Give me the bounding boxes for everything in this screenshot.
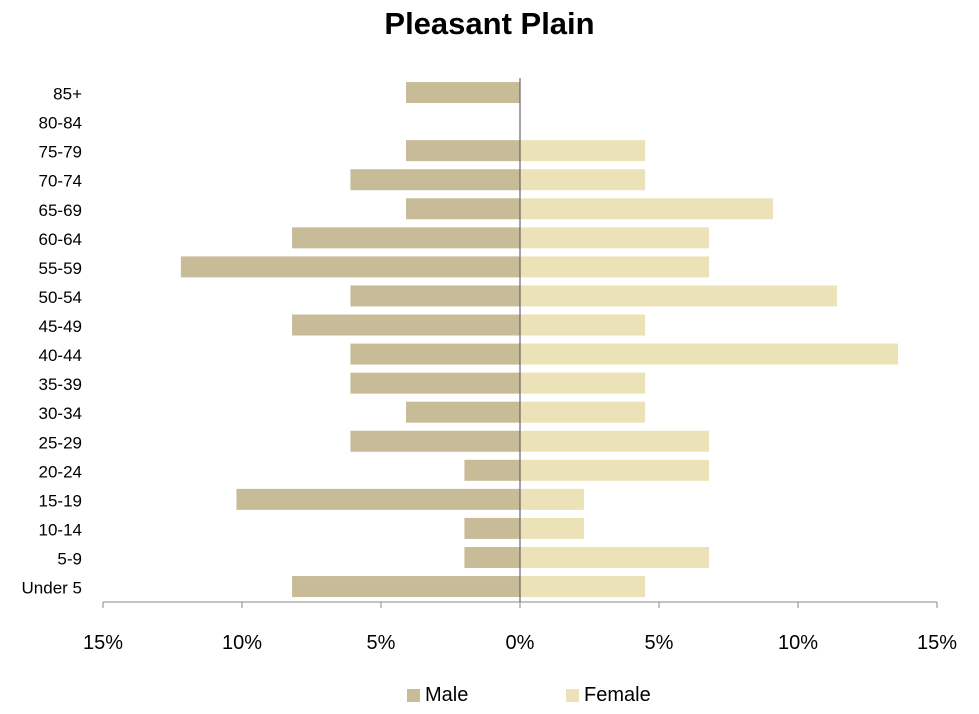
male-bar [350,169,520,191]
male-bar [350,430,520,452]
male-bar [350,285,520,307]
chart-title: Pleasant Plain [384,6,595,41]
legend-label-male: Male [425,684,469,706]
female-bar [520,488,584,510]
male-bar [464,517,520,539]
male-bar [292,576,520,598]
y-tick-label: 75-79 [39,143,82,162]
y-tick-label: 50-54 [39,288,82,307]
female-bar [520,372,646,394]
female-bar [520,430,710,452]
x-tick-label: 0% [506,632,535,654]
x-tick-label: 10% [222,632,262,654]
male-bar [464,459,520,481]
female-bar [520,343,899,365]
male-bar [464,546,520,568]
male-bar [406,401,520,423]
male-bar [406,82,520,104]
x-axis: 15% 10% 5% 0% 5% 10% 15% [83,601,957,654]
x-tick-label: 5% [367,632,396,654]
male-bar [406,140,520,162]
y-tick-label: 20-24 [39,462,82,481]
y-tick-label: 30-34 [39,404,82,423]
legend-item-female: Female [566,684,651,707]
y-tick-label: 5-9 [57,549,82,568]
y-tick-label: 65-69 [39,201,82,220]
female-bar [520,285,837,307]
male-bar [406,198,520,220]
y-tick-label: 25-29 [39,433,82,452]
x-tick-label: 10% [778,632,818,654]
legend-label-female: Female [584,684,651,706]
y-tick-label: 40-44 [39,346,82,365]
female-bar [520,314,646,336]
y-tick-label: 15-19 [39,491,82,510]
y-axis-labels: 85+ 80-84 75-79 70-74 65-69 60-64 55-59 50-54 45… [22,85,83,598]
female-bar [520,198,773,220]
male-bar [350,343,520,365]
bars-group [180,82,899,598]
y-tick-label: Under 5 [22,579,82,598]
y-tick-label: 60-64 [39,230,82,249]
y-tick-label: 70-74 [39,172,82,191]
female-bar [520,227,710,249]
female-bar [520,517,584,539]
male-bar [350,372,520,394]
legend: Male Female [0,684,979,714]
legend-swatch-female [566,689,579,702]
female-bar [520,140,646,162]
x-tick-label: 5% [645,632,674,654]
x-tick-label: 15% [917,632,957,654]
male-bar [292,314,520,336]
y-tick-label: 10-14 [39,520,82,539]
male-bar [236,488,520,510]
male-bar [180,256,520,278]
female-bar [520,401,646,423]
male-bar [292,227,520,249]
female-bar [520,546,710,568]
y-tick-label: 45-49 [39,317,82,336]
y-tick-label: 55-59 [39,259,82,278]
legend-swatch-male [407,689,420,702]
legend-item-male: Male [407,684,468,707]
y-tick-label: 80-84 [39,114,82,133]
female-bar [520,256,710,278]
female-bar [520,459,710,481]
female-bar [520,576,646,598]
x-tick-label: 15% [83,632,123,654]
y-tick-label: 35-39 [39,375,82,394]
female-bar [520,169,646,191]
y-tick-label: 85+ [53,85,82,104]
